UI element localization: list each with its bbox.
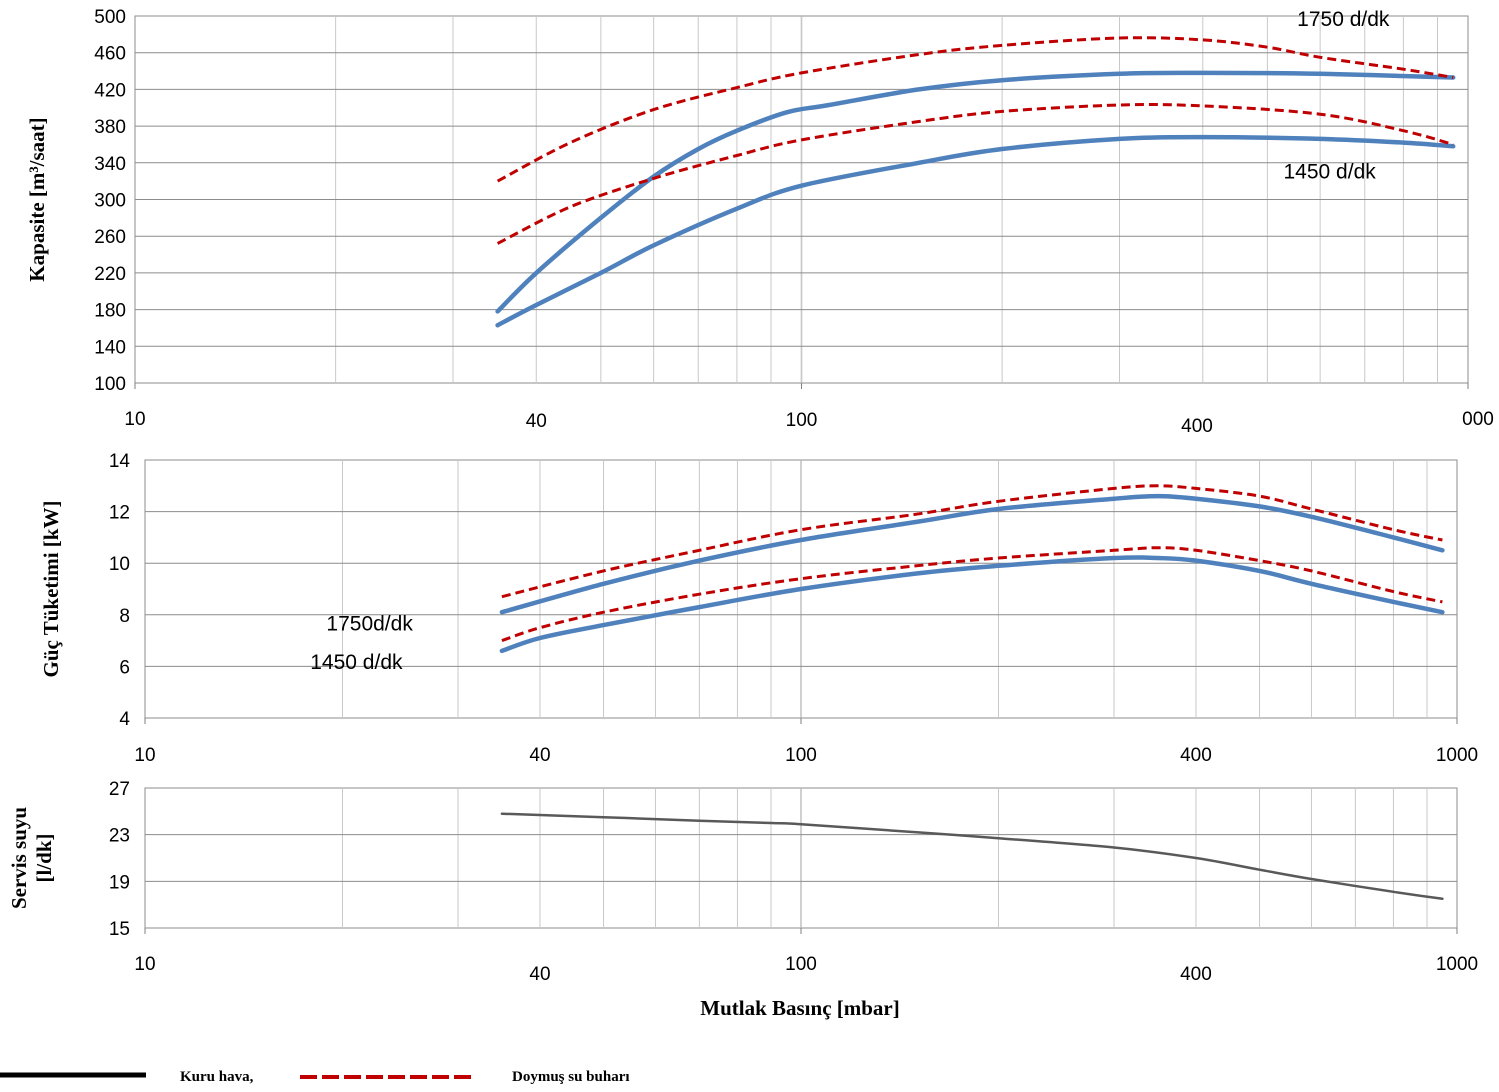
service-water-xtick-label: 400 <box>1180 964 1212 985</box>
service-water-xtick-label: 1000 <box>1436 954 1478 975</box>
power-ytick-label: 10 <box>109 554 130 575</box>
capacity-series-dry-air-2 <box>495 134 1456 328</box>
power-ytick-label: 14 <box>109 451 131 472</box>
power-chart: 4 6 8 10 12 14 10 40 100 400 1000 Güç Tüketimi [kW]… <box>39 451 1478 766</box>
power-series-dry-air-3 <box>499 555 1445 654</box>
service-water-y-axis-label: Servis suyu <box>7 807 31 909</box>
capacity-ytick-label: 420 <box>94 80 126 101</box>
service-water-grid <box>145 788 1457 928</box>
service-water-xtick-label: 100 <box>785 954 817 975</box>
power-annotation: 1750d/dk <box>326 612 413 635</box>
capacity-xtick-label: 40 <box>526 411 547 432</box>
capacity-xtick-label: 10 <box>124 409 145 430</box>
service-water-ytick-label: 19 <box>109 872 130 893</box>
power-xtick-label: 400 <box>1180 745 1212 766</box>
service-water-y-axis-label: [l/dk] <box>32 833 56 882</box>
capacity-ytick-label: 220 <box>94 264 126 285</box>
service-water-xticks <box>144 928 1458 934</box>
capacity-xtick-label: 000 <box>1462 409 1494 430</box>
service-water-ytick-label: 15 <box>109 919 130 940</box>
service-water-x-axis-label: Mutlak Basınç [mbar] <box>700 996 900 1020</box>
capacity-xtick-label: 100 <box>786 410 818 431</box>
power-xtick-label: 1000 <box>1436 745 1478 766</box>
capacity-ytick-label: 140 <box>94 337 126 358</box>
service-water-chart: 15 19 23 27 10 40 100 400 1000 Servis suyu [l/dk] M… <box>7 779 1478 1020</box>
legend-label-dry-air: Kuru hava, <box>180 1069 254 1085</box>
power-annotation: 1450 d/dk <box>310 651 403 674</box>
legend: Kuru hava, Doymuş su buharı <box>0 1069 630 1085</box>
capacity-annotation: 1750 d/dk <box>1297 8 1390 31</box>
power-series-dry-air-1 <box>499 493 1445 615</box>
capacity-xticks <box>134 383 1469 389</box>
capacity-ytick-label: 100 <box>94 374 126 395</box>
power-xtick-label: 10 <box>134 745 155 766</box>
power-series-saturated-vapor-0 <box>501 484 1443 599</box>
capacity-chart: 100 140 180 220 260 300 340 380 420 460 500 10 40 100… <box>25 7 1494 437</box>
service-water-series-water-0 <box>500 812 1444 901</box>
capacity-ytick-label: 260 <box>94 227 126 248</box>
power-series-saturated-vapor-2 <box>501 546 1443 643</box>
power-y-axis-label: Güç Tüketimi [kW] <box>39 501 63 678</box>
capacity-annotation: 1450 d/dk <box>1284 160 1377 183</box>
capacity-ytick-label: 340 <box>94 154 126 175</box>
power-xticks <box>144 718 1458 724</box>
capacity-ytick-label: 180 <box>94 301 126 322</box>
power-ytick-label: 6 <box>119 657 130 678</box>
capacity-ytick-label: 380 <box>94 117 126 138</box>
capacity-ytick-label: 460 <box>94 44 126 65</box>
service-water-xtick-label: 10 <box>134 954 155 975</box>
legend-label-saturated-vapor: Doymuş su buharı <box>512 1069 630 1085</box>
power-xtick-label: 100 <box>785 745 817 766</box>
capacity-grid <box>135 16 1468 383</box>
power-ytick-label: 8 <box>119 606 130 627</box>
power-ytick-label: 12 <box>109 503 130 524</box>
capacity-ytick-label: 300 <box>94 191 126 212</box>
service-water-xtick-label: 40 <box>529 964 550 985</box>
capacity-series-dry-air-0 <box>495 70 1456 314</box>
power-xtick-label: 40 <box>529 745 550 766</box>
service-water-ytick-label: 27 <box>109 779 130 800</box>
power-ytick-label: 4 <box>119 709 130 730</box>
service-water-ytick-label: 23 <box>109 826 130 847</box>
capacity-series-saturated-vapor-3 <box>496 102 1454 245</box>
capacity-ytick-label: 500 <box>94 7 126 28</box>
capacity-xtick-label: 400 <box>1181 416 1213 437</box>
capacity-series-saturated-vapor-1 <box>496 36 1454 183</box>
capacity-y-axis-label: Kapasite [m³/saat] <box>25 117 49 281</box>
